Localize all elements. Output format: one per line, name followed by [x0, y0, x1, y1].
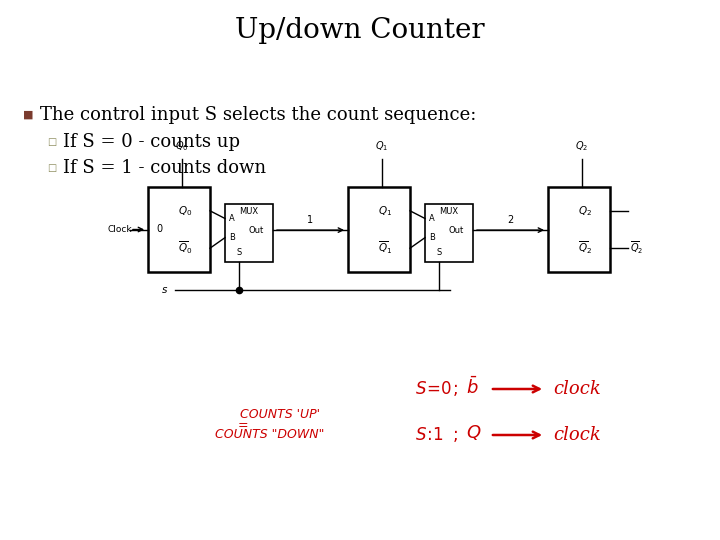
Text: s: s [161, 285, 167, 295]
Text: clock: clock [553, 426, 600, 444]
Text: B: B [429, 233, 435, 242]
Bar [148, 187, 210, 272]
Text: =: = [238, 420, 248, 433]
Text: $Q$: $Q$ [466, 423, 482, 442]
Bar [225, 204, 273, 262]
Text: $Q_2$: $Q_2$ [578, 204, 593, 218]
Text: $Q_0$: $Q_0$ [175, 139, 189, 153]
Text: $Q_1$: $Q_1$ [378, 204, 392, 218]
Text: $Q_1$: $Q_1$ [375, 139, 389, 153]
Text: $\overline{Q}_2$: $\overline{Q}_2$ [630, 240, 644, 256]
Text: S: S [436, 248, 441, 257]
Text: clock: clock [553, 380, 600, 398]
Text: ;: ; [453, 426, 459, 444]
Text: If S = 1 - counts down: If S = 1 - counts down [63, 159, 266, 177]
Text: $Q_0$: $Q_0$ [178, 204, 192, 218]
Text: S: S [236, 248, 242, 257]
Text: ■: ■ [23, 110, 33, 120]
Text: $\overline{Q}_0$: $\overline{Q}_0$ [178, 240, 192, 256]
Text: $S\!=\!0$: $S\!=\!0$ [415, 381, 452, 397]
Text: COUNTS 'UP': COUNTS 'UP' [240, 408, 320, 421]
Text: Clock: Clock [108, 225, 132, 234]
Bar [348, 187, 410, 272]
Text: □: □ [48, 137, 57, 147]
Text: If S = 0 - counts up: If S = 0 - counts up [63, 133, 240, 151]
Text: COUNTS "DOWN": COUNTS "DOWN" [215, 429, 325, 442]
Text: □: □ [48, 163, 57, 173]
Text: MUX: MUX [439, 206, 459, 215]
Text: A: A [229, 214, 235, 223]
Bar [425, 204, 473, 262]
Text: B: B [229, 233, 235, 242]
Text: 2: 2 [508, 215, 513, 225]
Text: $\bar{b}$: $\bar{b}$ [466, 376, 479, 398]
Text: Out: Out [248, 226, 264, 234]
Text: $S\!:\!1$: $S\!:\!1$ [415, 427, 444, 443]
Text: 1: 1 [307, 215, 314, 225]
Text: The control input S selects the count sequence:: The control input S selects the count se… [40, 106, 477, 124]
Text: 0: 0 [156, 225, 162, 234]
Text: Out: Out [449, 226, 464, 234]
Bar [548, 187, 610, 272]
Text: MUX: MUX [240, 206, 258, 215]
Text: A: A [429, 214, 435, 223]
Text: Up/down Counter: Up/down Counter [235, 17, 485, 44]
Text: $Q_2$: $Q_2$ [575, 139, 589, 153]
Text: $\overline{Q}_2$: $\overline{Q}_2$ [578, 240, 593, 256]
Text: $\overline{Q}_1$: $\overline{Q}_1$ [378, 240, 392, 256]
Text: ;: ; [453, 380, 459, 398]
